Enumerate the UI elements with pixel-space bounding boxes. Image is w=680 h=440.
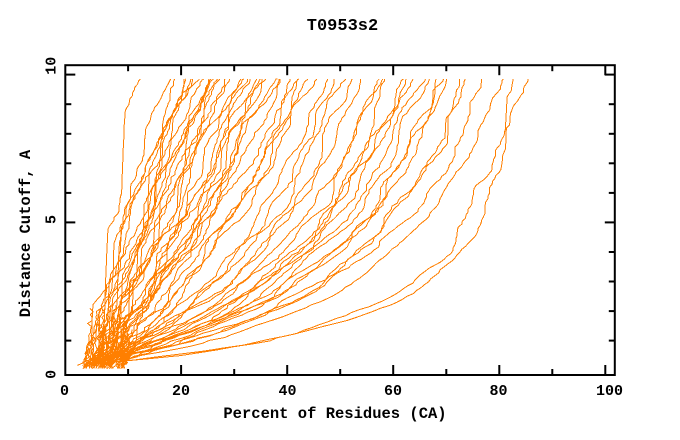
svg-text:10: 10 bbox=[44, 57, 61, 75]
svg-text:80: 80 bbox=[489, 383, 507, 400]
svg-text:0: 0 bbox=[60, 383, 69, 400]
svg-text:0: 0 bbox=[44, 370, 61, 379]
svg-text:60: 60 bbox=[384, 383, 402, 400]
svg-text:20: 20 bbox=[172, 383, 190, 400]
svg-text:Percent of Residues (CA): Percent of Residues (CA) bbox=[223, 405, 446, 423]
svg-text:Distance Cutoff, A: Distance Cutoff, A bbox=[17, 149, 35, 317]
svg-text:40: 40 bbox=[278, 383, 296, 400]
svg-text:5: 5 bbox=[44, 215, 61, 224]
svg-text:100: 100 bbox=[596, 383, 623, 400]
svg-text:T0953s2: T0953s2 bbox=[307, 17, 378, 36]
